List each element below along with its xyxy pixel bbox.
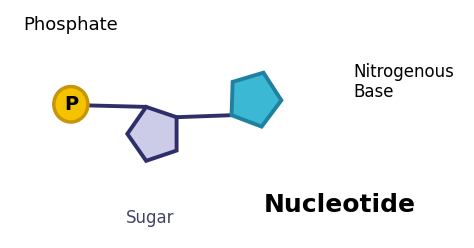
Polygon shape	[128, 107, 177, 161]
Text: P: P	[64, 95, 78, 114]
Polygon shape	[232, 73, 282, 126]
Text: Nitrogenous
Base: Nitrogenous Base	[354, 63, 455, 101]
Ellipse shape	[54, 87, 88, 122]
Text: Sugar: Sugar	[126, 209, 174, 227]
Text: Phosphate: Phosphate	[24, 16, 118, 34]
Text: Nucleotide: Nucleotide	[264, 193, 416, 217]
